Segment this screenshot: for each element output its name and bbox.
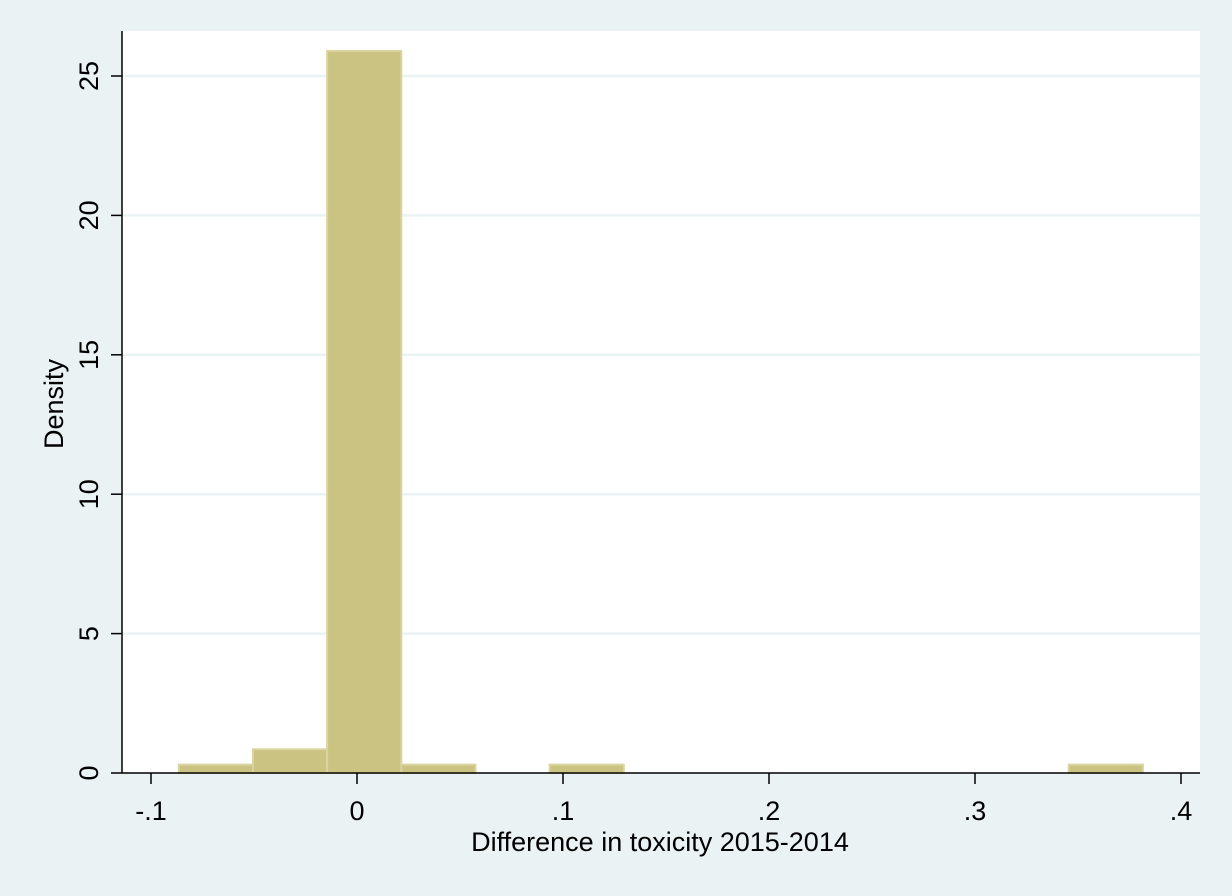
histogram-bar	[548, 763, 625, 774]
y-tick-label: 25	[74, 61, 104, 91]
x-tick-label: .4	[1170, 796, 1193, 826]
x-tick-label: 0	[349, 796, 364, 826]
x-axis-title: Difference in toxicity 2015-2014	[471, 827, 849, 857]
y-axis-title: Density	[39, 358, 69, 449]
axes	[121, 31, 1200, 774]
y-tick-label: 15	[74, 340, 104, 370]
y-tick-label: 10	[74, 479, 104, 509]
histogram-bar	[326, 49, 403, 774]
y-tick-label: 20	[74, 200, 104, 230]
x-axis-ticks: -.1 0 .1 .2 .3 .4	[135, 773, 1192, 826]
histogram-bar	[177, 763, 254, 774]
grid-lines	[122, 74, 1200, 635]
y-tick-label: 0	[74, 765, 104, 780]
x-tick-label: .1	[552, 796, 575, 826]
x-tick-label: -.1	[135, 796, 167, 826]
x-tick-label: .2	[758, 796, 781, 826]
histogram-bar	[400, 763, 477, 774]
histogram-bar	[1067, 763, 1144, 774]
histogram-bar	[251, 748, 329, 775]
y-tick-label: 5	[74, 626, 104, 641]
x-tick-label: .3	[964, 796, 987, 826]
y-axis-ticks: 0 5 10 15 20 25	[74, 61, 122, 781]
plot-area	[122, 31, 1200, 773]
